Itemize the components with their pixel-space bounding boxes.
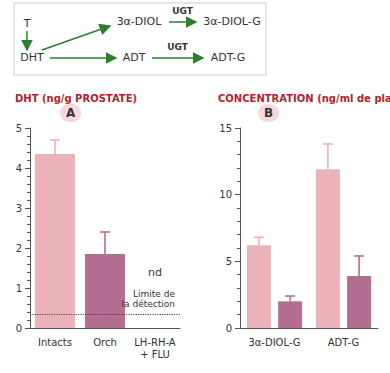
svg-text:DHT: DHT	[20, 51, 44, 64]
svg-text:T: T	[23, 17, 31, 30]
svg-text:0: 0	[16, 323, 22, 334]
svg-text:UGT: UGT	[172, 6, 194, 16]
svg-text:2: 2	[16, 243, 22, 254]
svg-text:ADT-G: ADT-G	[328, 337, 359, 348]
svg-text:3α-DIOL-G: 3α-DIOL-G	[203, 15, 260, 28]
svg-text:UGT: UGT	[167, 42, 189, 52]
svg-text:Limite de: Limite de	[133, 289, 175, 299]
svg-text:15: 15	[219, 123, 232, 134]
svg-text:3: 3	[16, 203, 22, 214]
svg-text:la détection: la détection	[122, 299, 175, 309]
svg-text:LH-RH-A: LH-RH-A	[134, 337, 176, 348]
svg-text:1: 1	[16, 283, 22, 294]
svg-text:B: B	[264, 106, 273, 120]
svg-text:3α-DIOL-G: 3α-DIOL-G	[248, 337, 300, 348]
svg-text:CONCENTRATION (ng/ml de plasma: CONCENTRATION (ng/ml de plasma)	[218, 93, 390, 104]
svg-text:3α-DIOL: 3α-DIOL	[117, 15, 163, 28]
svg-text:4: 4	[16, 163, 22, 174]
svg-text:+ FLU: + FLU	[140, 349, 170, 360]
svg-text:DHT (ng/g PROSTATE): DHT (ng/g PROSTATE)	[15, 93, 137, 104]
svg-text:10: 10	[219, 189, 232, 200]
svg-text:ADT-G: ADT-G	[211, 51, 246, 64]
svg-text:0: 0	[226, 323, 232, 334]
svg-text:A: A	[66, 106, 76, 120]
svg-text:5: 5	[226, 256, 232, 267]
svg-text:ADT: ADT	[123, 51, 146, 64]
svg-text:nd: nd	[148, 266, 162, 279]
svg-text:5: 5	[16, 123, 22, 134]
svg-text:Orch: Orch	[93, 337, 117, 348]
svg-text:Intacts: Intacts	[38, 337, 72, 348]
